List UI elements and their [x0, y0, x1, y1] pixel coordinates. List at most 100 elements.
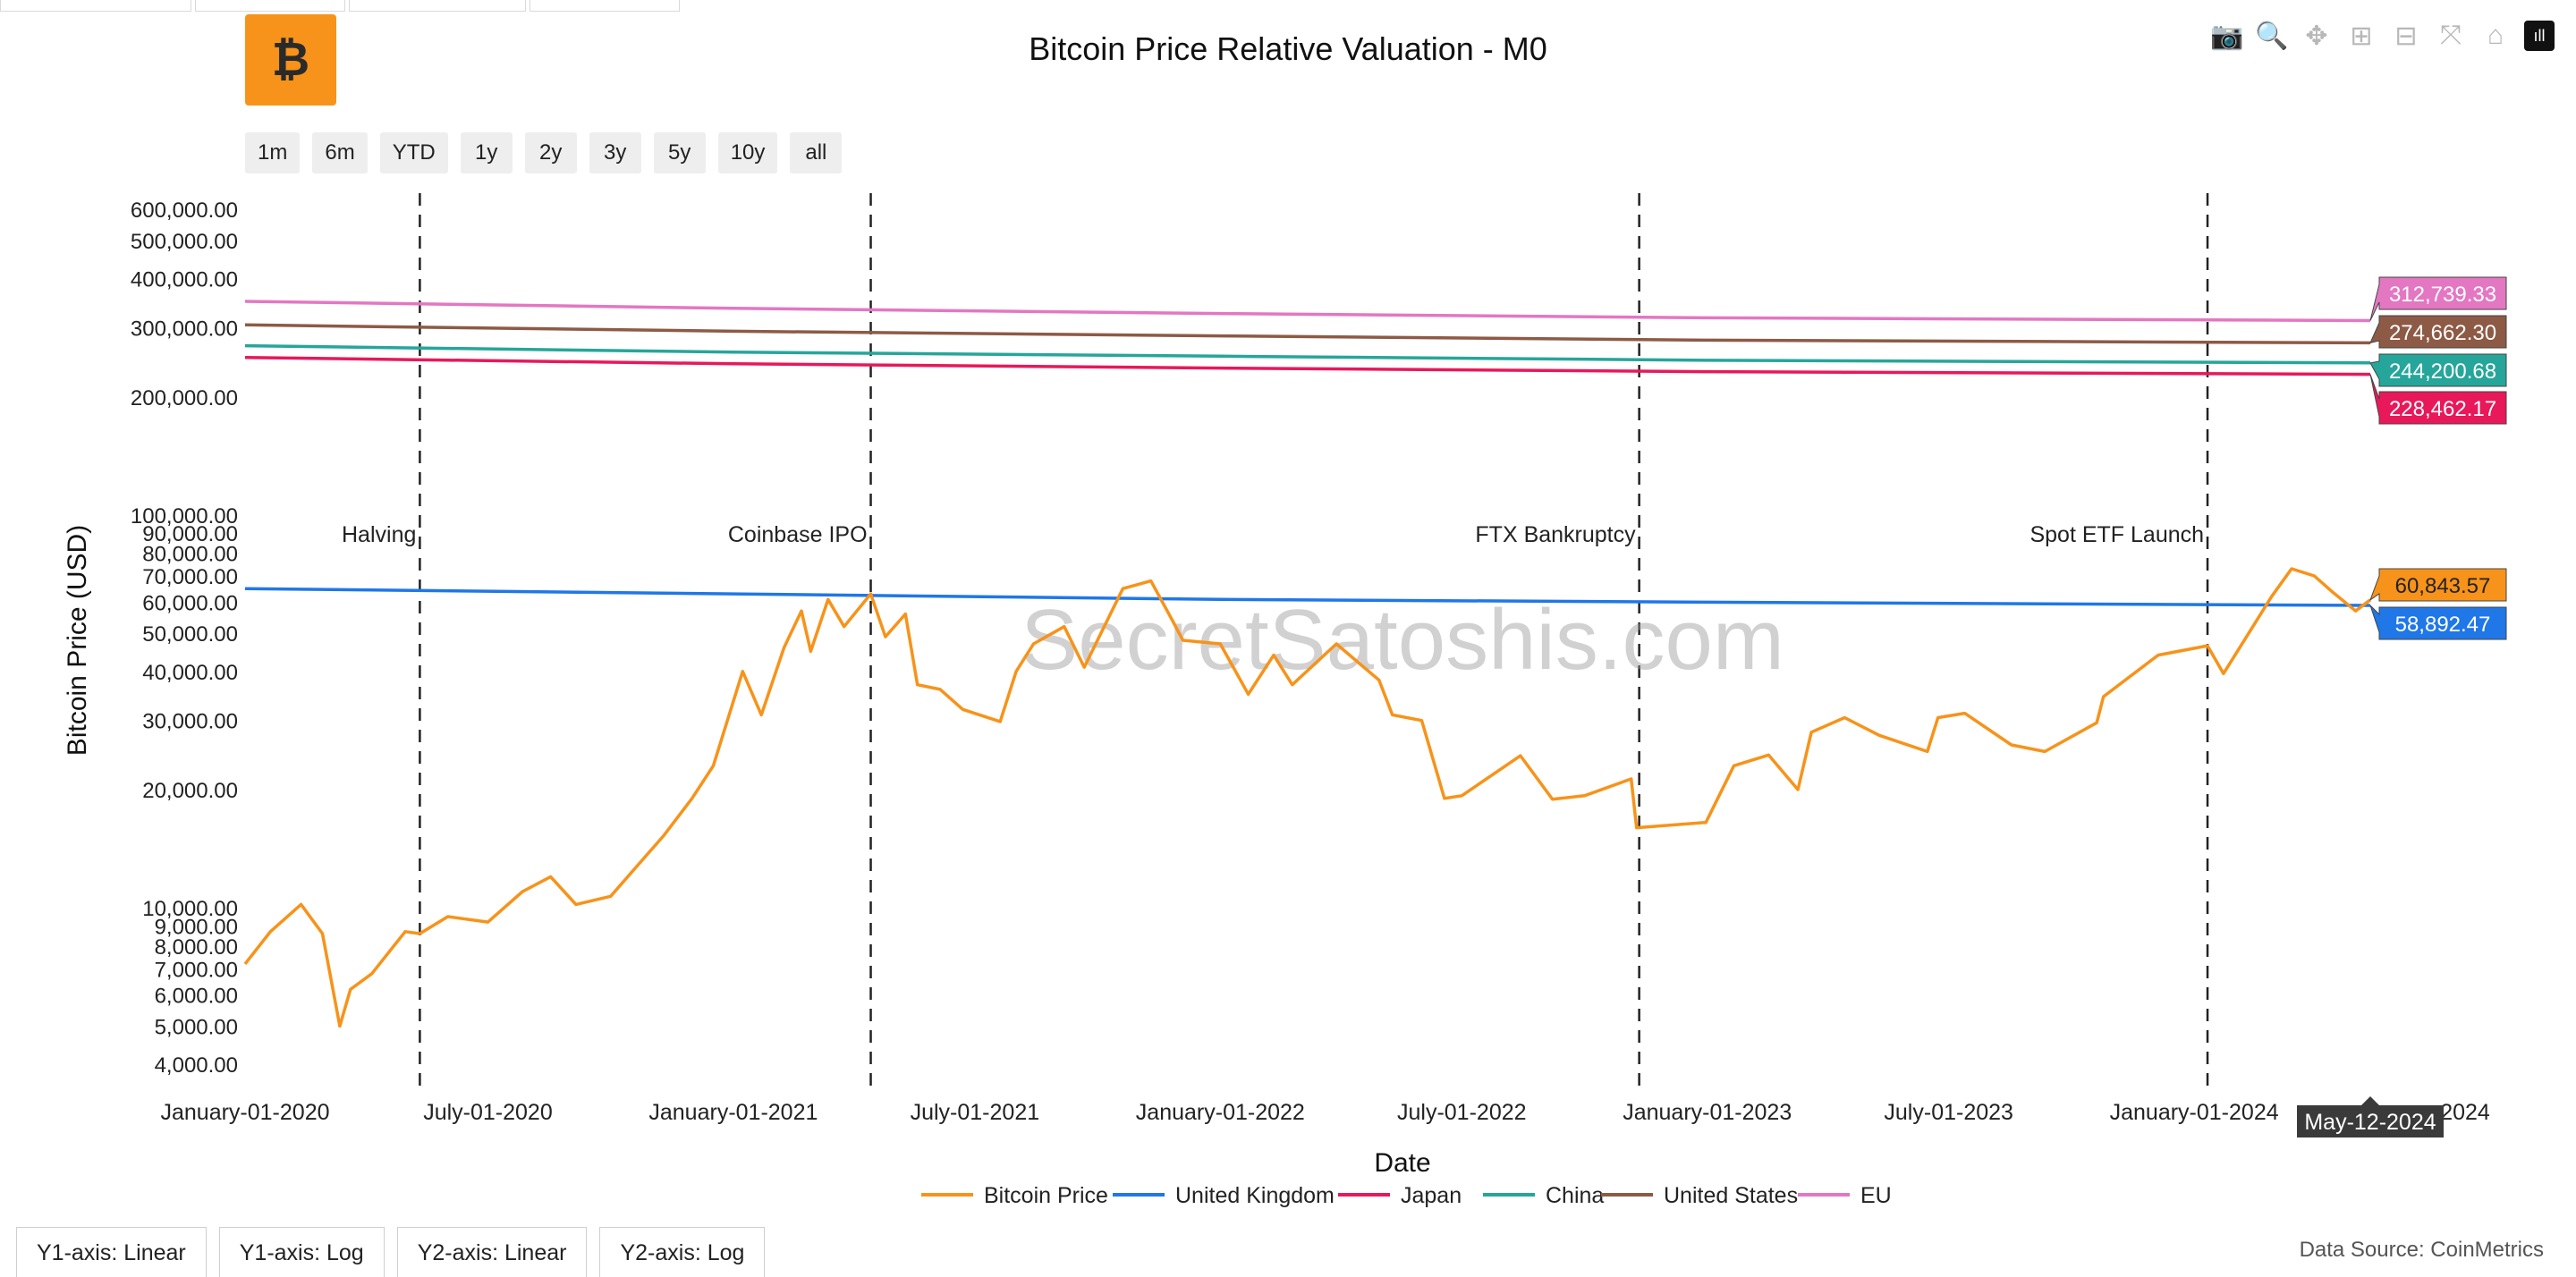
y-axis-title: Bitcoin Price (USD)	[63, 525, 92, 756]
chart-modebar: 📷 🔍 ✥ ⊞ ⊟ ⤧ ⌂ ıll	[2210, 18, 2555, 54]
x-tick-label: July-01-2021	[911, 1100, 1040, 1125]
x-tick-label: January-01-2022	[1136, 1100, 1305, 1125]
y2-tick-label: 500,000.00	[131, 230, 238, 254]
camera-icon[interactable]: 📷	[2210, 21, 2244, 51]
end-label-japan: 228,462.17	[2369, 374, 2507, 425]
x-tick-label: July-01-2022	[1397, 1100, 1527, 1125]
y2-tick-label: 300,000.00	[131, 317, 238, 341]
range-button-ytd[interactable]: YTD	[379, 132, 448, 173]
tab-1[interactable]	[0, 0, 191, 12]
range-button-all[interactable]: all	[790, 132, 843, 173]
range-button-2y[interactable]: 2y	[524, 132, 577, 173]
legend-label: China	[1546, 1183, 1604, 1208]
series-line-united-kingdom	[244, 587, 2371, 607]
pan-icon[interactable]: ✥	[2305, 21, 2328, 51]
legend-label: Bitcoin Price	[984, 1183, 1108, 1208]
x-tick-label: January-01-2021	[648, 1100, 818, 1125]
series-line-china	[244, 343, 2371, 365]
x-axis-title: Date	[1374, 1148, 1430, 1178]
end-label-box	[2368, 568, 2507, 602]
data-source-label: Data Source: CoinMetrics	[2299, 1238, 2544, 1262]
tab-3[interactable]	[349, 0, 526, 12]
range-button-1m[interactable]: 1m	[245, 132, 301, 173]
end-label-value: 60,843.57	[2395, 574, 2491, 598]
y1-tick-label: 70,000.00	[142, 565, 238, 589]
zoom-icon[interactable]: 🔍	[2255, 21, 2289, 51]
axis-button-4[interactable]: Y2-axis: Log	[599, 1227, 766, 1277]
series-line-japan	[244, 356, 2371, 376]
y1-tick-label: 6,000.00	[155, 985, 238, 1009]
end-label-box	[2369, 605, 2507, 640]
range-button-3y[interactable]: 3y	[589, 132, 641, 173]
y1-tick-label: 90,000.00	[142, 522, 238, 546]
end-label-china: 244,200.68	[2369, 353, 2507, 387]
hover-date-badge	[2297, 1096, 2444, 1137]
y2-tick-label: 600,000.00	[131, 199, 238, 223]
event-label: Coinbase IPO	[728, 522, 868, 547]
y1-tick-label: 40,000.00	[142, 661, 238, 685]
axis-button-3[interactable]: Y2-axis: Linear	[396, 1227, 588, 1277]
y1-tick-label: 5,000.00	[155, 1015, 238, 1039]
y1-tick-label: 80,000.00	[142, 543, 238, 567]
end-label-value: 274,662.30	[2389, 321, 2496, 345]
range-selector: 1m 6m YTD 1y 2y 3y 5y 10y all	[245, 132, 843, 173]
autoscale-icon[interactable]: ⤧	[2440, 21, 2462, 50]
end-label-value: 244,200.68	[2389, 359, 2496, 384]
watermark: SecretSatoshis.com	[1021, 592, 1784, 688]
range-button-10y[interactable]: 10y	[717, 132, 778, 173]
series-line-eu	[244, 300, 2371, 323]
y1-tick-label: 100,000.00	[131, 504, 238, 529]
event-label: Spot ETF Launch	[2029, 522, 2204, 547]
range-button-6m[interactable]: 6m	[312, 132, 368, 173]
x-tick-label: July-01-2020	[423, 1100, 553, 1125]
y1-tick-label: 60,000.00	[142, 591, 238, 615]
y1-tick-label: 7,000.00	[155, 958, 238, 982]
x-tick-label: January-01-2024	[2110, 1100, 2279, 1125]
x-tick-label: January-01-2020	[160, 1100, 329, 1125]
x-tick-label: July-01-2023	[1884, 1100, 2013, 1125]
y1-tick-label: 4,000.00	[155, 1053, 238, 1078]
range-button-5y[interactable]: 5y	[653, 132, 706, 173]
legend-label: United Kingdom	[1175, 1183, 1335, 1208]
range-button-1y[interactable]: 1y	[460, 132, 513, 173]
y1-tick-label: 30,000.00	[142, 710, 238, 734]
hover-date-text: May-12-2024	[2304, 1110, 2436, 1135]
top-tab-strip	[0, 0, 2576, 13]
end-label-bitcoin-price: 60,843.57	[2368, 568, 2507, 602]
event-label: Halving	[342, 522, 416, 547]
end-label-eu: 312,739.33	[2369, 276, 2507, 321]
home-icon[interactable]: ⌂	[2487, 21, 2504, 50]
axis-scale-buttons: Y1-axis: Linear Y1-axis: Log Y2-axis: Line…	[16, 1227, 766, 1277]
end-label-value: 228,462.17	[2389, 397, 2496, 421]
legend-label: EU	[1860, 1183, 1892, 1208]
axis-button-2[interactable]: Y1-axis: Log	[218, 1227, 385, 1277]
y1-tick-label: 10,000.00	[142, 897, 238, 921]
axis-button-1[interactable]: Y1-axis: Linear	[16, 1227, 207, 1277]
x-tick-label-fragment: 2024	[2440, 1100, 2490, 1125]
y2-tick-label: 200,000.00	[131, 386, 238, 410]
zoom-in-icon[interactable]: ⊞	[2350, 21, 2373, 51]
y1-tick-label: 50,000.00	[142, 622, 238, 647]
event-label: FTX Bankruptcy	[1475, 522, 1636, 547]
series-line-bitcoin-price	[243, 567, 2372, 1028]
end-label-value: 312,739.33	[2389, 283, 2496, 307]
x-tick-label: January-01-2023	[1623, 1100, 1792, 1125]
plotly-logo-icon[interactable]: ıll	[2524, 21, 2555, 51]
end-label-box	[2369, 276, 2507, 321]
y1-tick-label: 8,000.00	[155, 935, 238, 960]
end-label-value: 58,892.47	[2395, 613, 2491, 637]
y1-tick-label: 20,000.00	[142, 779, 238, 803]
legend-label: Japan	[1401, 1183, 1462, 1208]
tab-4[interactable]	[530, 0, 680, 12]
chart-title: Bitcoin Price Relative Valuation - M0	[1029, 30, 1547, 67]
end-label-box	[2369, 374, 2507, 425]
end-label-box	[2369, 315, 2507, 349]
site-logo	[245, 14, 336, 106]
zoom-out-icon[interactable]: ⊟	[2394, 21, 2418, 51]
end-label-united-states: 274,662.30	[2369, 315, 2507, 349]
tab-2[interactable]	[195, 0, 345, 12]
end-label-box	[2369, 353, 2507, 387]
legend-label: United States	[1664, 1183, 1798, 1208]
